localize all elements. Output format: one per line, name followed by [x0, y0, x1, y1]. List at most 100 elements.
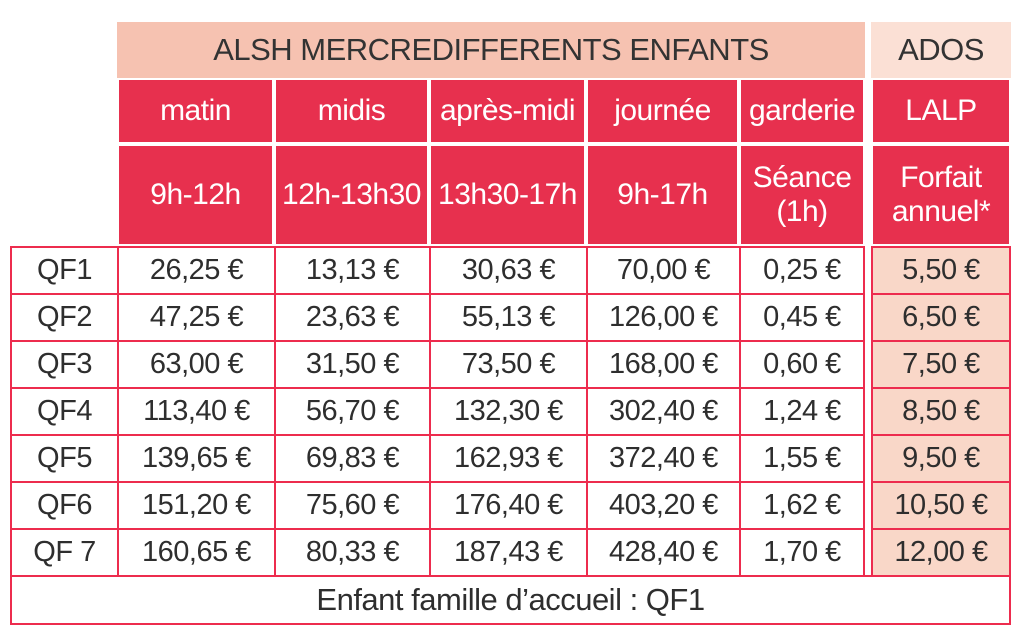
price-text: 162,93 €: [454, 442, 563, 474]
price-cell: 302,40 €: [586, 387, 739, 434]
col-header-garderie: garderie: [739, 78, 865, 144]
price-cell: 47,25 €: [117, 293, 274, 340]
price-text: 26,25 €: [149, 254, 244, 286]
row-label-text: QF2: [37, 301, 92, 333]
price-cell: 26,25 €: [117, 246, 274, 293]
price-text: 151,20 €: [142, 489, 251, 521]
price-text: 1,70 €: [763, 536, 841, 568]
price-text: 5,50 €: [902, 254, 980, 286]
col-time-midis: 12h-13h30: [274, 144, 429, 246]
price-cell: 75,60 €: [274, 481, 429, 528]
price-text: 176,40 €: [454, 489, 563, 521]
price-cell-ados: 10,50 €: [871, 481, 1011, 528]
footer-note-cell: Enfant famille d’accueil : QF1: [10, 575, 1011, 625]
time-line: 12h-13h30: [282, 177, 421, 211]
price-cell: 23,63 €: [274, 293, 429, 340]
col-header-apres-midi: après-midi: [429, 78, 586, 144]
price-text: 372,40 €: [609, 442, 718, 474]
col-time-journee: 9h-17h: [586, 144, 739, 246]
time-line: 13h30-17h: [438, 177, 577, 211]
col-header-lalp: LALP: [871, 78, 1011, 144]
price-cell: 55,13 €: [429, 293, 586, 340]
price-cell: 428,40 €: [586, 528, 739, 575]
time-line: Forfait: [900, 160, 982, 194]
price-text: 0,45 €: [763, 301, 841, 333]
row-label-text: QF5: [37, 442, 92, 474]
price-text: 126,00 €: [609, 301, 718, 333]
price-cell: 372,40 €: [586, 434, 739, 481]
price-cell: 69,83 €: [274, 434, 429, 481]
col-time-apres-midi: 13h30-17h: [429, 144, 586, 246]
price-text: 139,65 €: [142, 442, 251, 474]
price-cell: 168,00 €: [586, 340, 739, 387]
col-time-matin: 9h-12h: [117, 144, 274, 246]
price-text: 168,00 €: [609, 348, 718, 380]
price-text: 31,50 €: [305, 348, 400, 380]
price-cell: 30,63 €: [429, 246, 586, 293]
price-text: 428,40 €: [609, 536, 718, 568]
price-text: 80,33 €: [305, 536, 400, 568]
row-label-text: QF6: [37, 489, 92, 521]
price-text: 69,83 €: [305, 442, 400, 474]
time-line: 9h-17h: [617, 177, 708, 211]
price-text: 160,65 €: [142, 536, 251, 568]
price-cell: 1,70 €: [739, 528, 865, 575]
price-cell: 56,70 €: [274, 387, 429, 434]
price-cell: 31,50 €: [274, 340, 429, 387]
price-cell: 1,24 €: [739, 387, 865, 434]
col-time-lalp: Forfait annuel*: [871, 144, 1011, 246]
row-label: QF 7: [10, 528, 117, 575]
price-cell: 0,45 €: [739, 293, 865, 340]
price-text: 47,25 €: [149, 301, 244, 333]
price-text: 75,60 €: [305, 489, 400, 521]
price-cell: 162,93 €: [429, 434, 586, 481]
price-cell: 176,40 €: [429, 481, 586, 528]
price-cell: 1,62 €: [739, 481, 865, 528]
price-cell: 0,60 €: [739, 340, 865, 387]
price-text: 7,50 €: [902, 348, 980, 380]
price-text: 403,20 €: [609, 489, 718, 521]
col-header-midis: midis: [274, 78, 429, 144]
price-cell: 403,20 €: [586, 481, 739, 528]
col-header-label: matin: [160, 93, 231, 127]
row-label-text: QF 7: [33, 536, 96, 568]
row-label: QF1: [10, 246, 117, 293]
price-text: 12,00 €: [894, 536, 988, 568]
col-time-garderie: Séance (1h): [739, 144, 865, 246]
col-header-label: garderie: [748, 93, 856, 127]
col-header-label: midis: [317, 93, 386, 127]
time-line: annuel*: [891, 195, 991, 228]
col-header-matin: matin: [117, 78, 274, 144]
price-text: 132,30 €: [454, 395, 563, 427]
price-text: 302,40 €: [609, 395, 718, 427]
price-cell-ados: 9,50 €: [871, 434, 1011, 481]
price-cell: 151,20 €: [117, 481, 274, 528]
price-text: 30,63 €: [461, 254, 556, 286]
price-text: 1,62 €: [763, 489, 841, 521]
row-label-text: QF1: [37, 254, 92, 286]
col-header-label: journée: [614, 93, 711, 127]
col-header-label: LALP: [905, 93, 977, 127]
price-cell-ados: 5,50 €: [871, 246, 1011, 293]
row-label: QF4: [10, 387, 117, 434]
price-text: 10,50 €: [894, 489, 988, 521]
price-cell: 187,43 €: [429, 528, 586, 575]
price-text: 113,40 €: [143, 395, 250, 427]
price-text: 1,24 €: [763, 395, 841, 427]
price-cell: 160,65 €: [117, 528, 274, 575]
row-label-text: QF3: [37, 348, 92, 380]
price-text: 63,00 €: [149, 348, 244, 380]
main-group-header-label: ALSH MERCREDIFFERENTS ENFANTS: [213, 32, 769, 67]
price-text: 0,60 €: [763, 348, 841, 380]
price-cell: 63,00 €: [117, 340, 274, 387]
price-text: 187,43 €: [454, 536, 563, 568]
price-cell: 80,33 €: [274, 528, 429, 575]
row-label: QF6: [10, 481, 117, 528]
price-cell: 13,13 €: [274, 246, 429, 293]
ados-group-header-label: ADOS: [898, 32, 984, 67]
price-cell-ados: 12,00 €: [871, 528, 1011, 575]
price-cell: 0,25 €: [739, 246, 865, 293]
price-text: 13,13 €: [305, 254, 400, 286]
price-text: 73,50 €: [461, 348, 556, 380]
